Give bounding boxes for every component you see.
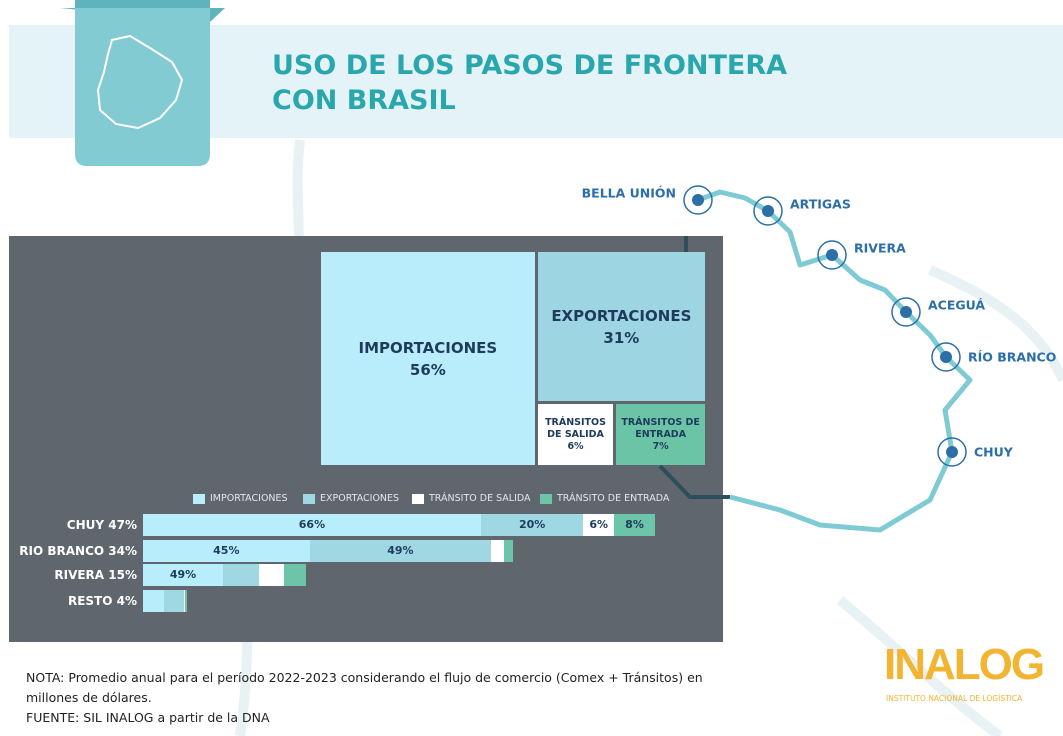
- city-dot: [762, 205, 774, 217]
- city-ring: [683, 185, 713, 215]
- cell-name: TRÁNSITOS DE SALIDA: [545, 416, 606, 440]
- bar-segment: [480, 514, 584, 536]
- bar-segment: [184, 590, 187, 612]
- legend-item: EXPORTACIONES: [303, 493, 399, 504]
- cell-name: IMPORTACIONES: [358, 338, 498, 357]
- treemap-cell: EXPORTACIONES 31%: [537, 252, 705, 402]
- segment-label: 49%: [387, 544, 414, 557]
- header-tab: [75, 8, 210, 166]
- category-label: RIO BRANCO 34%: [0, 540, 137, 562]
- segment-label: 66%: [298, 518, 326, 531]
- logo: INALOG: [884, 640, 1045, 689]
- logo-subtitle: INSTITUTO NACIONAL DE LOGÍSTICA: [886, 694, 1023, 703]
- city-dot: [940, 351, 952, 363]
- bar-segment: [583, 514, 615, 536]
- cell-value: 7%: [652, 440, 669, 452]
- segment-label: 49%: [169, 568, 197, 581]
- legend-swatch: [193, 493, 205, 504]
- legend-label: TRÁNSITO DE ENTRADA: [557, 493, 670, 504]
- bar-segment: [491, 540, 505, 562]
- category-label: CHUY 47%: [0, 514, 137, 536]
- legend-label: IMPORTACIONES: [210, 493, 288, 504]
- map-outline: [836, 265, 1063, 736]
- bar-segment: [143, 540, 310, 562]
- bar-segment: [143, 514, 481, 536]
- title-line: USO DE LOS PASOS DE FRONTERA: [272, 50, 788, 81]
- bar-segment: [309, 540, 492, 562]
- city-dot: [946, 446, 958, 458]
- legend-item: IMPORTACIONES: [193, 493, 288, 504]
- city-ring: [753, 196, 783, 226]
- city-label: ARTIGAS: [790, 197, 851, 212]
- bar-segment: [143, 590, 165, 612]
- bar-segment: [504, 540, 514, 562]
- category-name: RIO BRANCO: [19, 544, 105, 558]
- city-dot: [900, 306, 912, 318]
- city-dot: [692, 194, 704, 206]
- city-dot: [826, 249, 838, 261]
- bar-segment: [164, 590, 185, 612]
- city-label: RÍO BRANCO: [968, 350, 1056, 365]
- city-ring: [891, 297, 921, 327]
- cell-value: 6%: [567, 440, 584, 452]
- city-label: BELLA UNIÓN: [582, 186, 676, 201]
- legend-label: TRÁNSITO DE SALIDA: [429, 493, 531, 504]
- category-share: 47%: [108, 518, 137, 532]
- legend-swatch: [540, 493, 552, 504]
- city-label: RIVERA: [854, 241, 906, 256]
- legend-swatch: [412, 493, 424, 504]
- cell-name: TRÁNSITOS DE ENTRADA: [621, 416, 700, 440]
- city-label: ACEGUÁ: [928, 298, 985, 313]
- bar-segment: [223, 564, 259, 586]
- legend-swatch: [303, 493, 315, 504]
- category-name: RIVERA: [54, 568, 105, 582]
- category-name: CHUY: [66, 518, 105, 532]
- segment-label: 20%: [518, 518, 546, 531]
- legend-label: EXPORTACIONES: [320, 493, 400, 504]
- cell-value: 31%: [603, 328, 640, 347]
- category-share: 15%: [108, 568, 137, 582]
- connector: [658, 236, 730, 499]
- bar-segment: [143, 564, 224, 586]
- segment-label: 8%: [625, 518, 644, 531]
- cell-name: EXPORTACIONES: [551, 306, 692, 325]
- legend-item: TRÁNSITO DE SALIDA: [412, 493, 531, 504]
- category-share: 4%: [116, 594, 137, 608]
- city-ring: [931, 342, 961, 372]
- title: USO DE LOS PASOS DE FRONTERA CON BRASIL: [272, 48, 787, 118]
- segment-label: 6%: [589, 518, 609, 531]
- uruguay-icon: [96, 34, 184, 130]
- bar-segment: [614, 514, 655, 536]
- note: NOTA: Promedio anual para el período 202…: [26, 670, 703, 685]
- city-label: CHUY: [974, 445, 1014, 460]
- city-ring: [937, 437, 967, 467]
- bar-segment: [283, 564, 307, 586]
- treemap-cell: IMPORTACIONES 56%: [321, 252, 535, 465]
- category-label: RIVERA 15%: [0, 564, 137, 586]
- treemap-cell: TRÁNSITOS DE ENTRADA 7%: [616, 404, 705, 465]
- category-label: RESTO 4%: [0, 590, 137, 612]
- city-ring: [817, 240, 847, 270]
- bar-segment: [259, 564, 284, 586]
- border-line: [697, 189, 973, 533]
- note: millones de dólares.: [26, 690, 152, 705]
- category-name: RESTO: [67, 594, 113, 608]
- category-share: 34%: [108, 544, 137, 558]
- segment-label: 45%: [213, 544, 240, 557]
- source: FUENTE: SIL INALOG a partir de la DNA: [26, 710, 270, 725]
- legend-item: TRÁNSITO DE ENTRADA: [540, 493, 669, 504]
- cell-value: 56%: [409, 360, 446, 379]
- title-line: CON BRASIL: [272, 85, 456, 116]
- treemap-cell: TRÁNSITOS DE SALIDA 6%: [537, 404, 614, 465]
